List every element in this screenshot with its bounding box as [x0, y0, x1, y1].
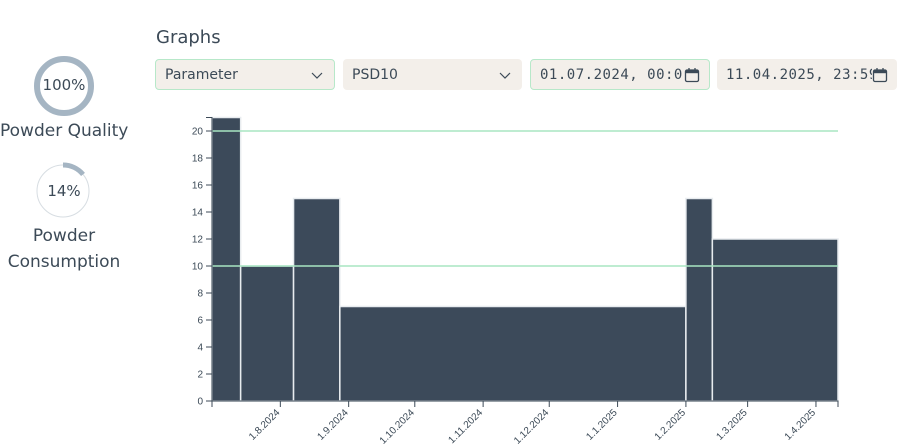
- y-tick-label: 2: [197, 370, 203, 381]
- start-date-value: 01.07.2024, 00:0: [540, 66, 683, 83]
- y-tick-label: 14: [192, 208, 204, 219]
- page-title: Graphs: [156, 27, 221, 48]
- bar: [292, 197, 341, 402]
- gauge-powder-consumption: 14% Powder Consumption: [0, 161, 128, 275]
- reference-lines: [212, 130, 838, 267]
- y-tick-label: 18: [192, 154, 204, 165]
- x-tick-label: 1.3.2025: [714, 407, 750, 443]
- category-select[interactable]: Parameter: [155, 59, 335, 90]
- y-tick-label: 6: [197, 316, 203, 327]
- bar: [685, 197, 714, 402]
- x-axis: 1.8.2024 1.9.2024 1.10.2024 1.11.2024 1.12.2…: [211, 400, 839, 447]
- calendar-icon[interactable]: [872, 67, 888, 83]
- chart-bars: [211, 116, 839, 402]
- gauge-value: 100%: [42, 76, 86, 94]
- y-tick-label: 10: [192, 262, 204, 273]
- x-tick-label: 1.8.2024: [247, 407, 283, 443]
- y-tick-label: 0: [197, 397, 203, 408]
- end-date-input[interactable]: 11.04.2025, 23:59: [717, 59, 897, 90]
- ring-gauge-icon: [34, 56, 94, 116]
- y-tick-label: 8: [197, 289, 203, 300]
- y-tick-label: 12: [192, 235, 204, 246]
- ring-gauge-icon: [36, 162, 90, 218]
- calendar-icon[interactable]: [684, 67, 700, 83]
- gauge-label-line2: Consumption: [7, 252, 121, 272]
- bar: [711, 238, 839, 402]
- parameter-select-value: PSD10: [352, 66, 398, 83]
- start-date-input[interactable]: 01.07.2024, 00:0: [530, 59, 710, 90]
- x-tick-label: 1.10.2024: [378, 407, 418, 447]
- y-tick-label: 16: [192, 181, 204, 192]
- chevron-down-icon: [311, 72, 323, 79]
- x-tick-label: 1.2.2025: [653, 407, 689, 443]
- end-date-value: 11.04.2025, 23:59: [726, 66, 872, 83]
- y-tick-label: 20: [192, 127, 204, 138]
- y-axis: 0 2 4 6 8 10 12 14 16 18 20: [192, 117, 213, 408]
- x-tick-label: 1.11.2024: [447, 407, 486, 446]
- x-tick-label: 1.9.2024: [315, 407, 351, 443]
- gauge-label-line1: Powder: [32, 226, 96, 246]
- bar: [211, 116, 242, 402]
- gauge-value: 14%: [47, 182, 81, 200]
- bar: [239, 265, 295, 402]
- gauge-powder-quality: 100% Powder Quality: [0, 54, 128, 144]
- x-tick-label: 1.1.2025: [584, 407, 620, 443]
- x-tick-label: 1.12.2024: [512, 407, 552, 447]
- parameter-select[interactable]: PSD10: [343, 59, 522, 90]
- category-select-value: Parameter: [165, 66, 238, 83]
- chevron-down-icon: [499, 72, 511, 79]
- x-tick-label: 1.4.2025: [783, 407, 819, 443]
- bar: [339, 305, 687, 402]
- y-tick-label: 4: [197, 343, 203, 354]
- gauge-label: Powder Quality: [0, 121, 129, 141]
